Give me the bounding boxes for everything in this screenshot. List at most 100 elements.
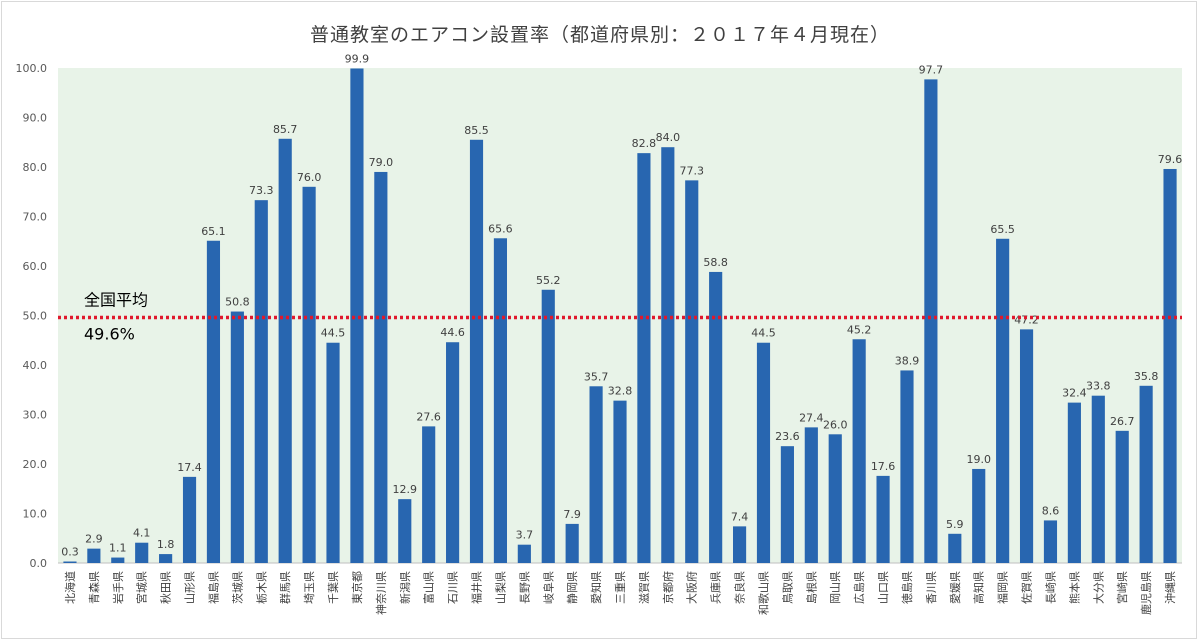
category-label: 鳥取県 <box>780 571 794 604</box>
data-label: 47.2 <box>1014 313 1039 326</box>
data-label: 65.6 <box>488 222 513 235</box>
bar <box>493 238 508 563</box>
bar <box>1115 430 1129 563</box>
y-tick-label: 90.0 <box>23 112 48 125</box>
bar <box>637 153 651 563</box>
category-label: 徳島県 <box>900 571 914 604</box>
data-label: 55.2 <box>536 274 561 287</box>
bar <box>135 542 149 563</box>
bar <box>948 533 962 563</box>
bar <box>1163 168 1177 564</box>
category-label: 岐阜県 <box>542 571 555 604</box>
data-label: 79.0 <box>369 156 394 169</box>
data-label: 0.3 <box>61 546 79 559</box>
bar <box>565 523 579 563</box>
data-label: 97.7 <box>919 63 944 76</box>
bar <box>422 426 436 563</box>
category-label: 岡山県 <box>829 571 842 604</box>
data-label: 38.9 <box>895 354 920 367</box>
bar <box>302 186 316 564</box>
bar <box>732 526 747 563</box>
bar <box>63 561 77 563</box>
y-tick-label: 100.0 <box>16 62 48 75</box>
data-label: 58.8 <box>703 256 728 269</box>
data-label: 27.6 <box>416 410 441 423</box>
bar <box>1043 520 1058 563</box>
bar <box>326 342 340 563</box>
category-label: 滋賀県 <box>638 571 651 604</box>
bar <box>374 171 388 563</box>
bar <box>111 557 125 563</box>
bar <box>230 311 244 563</box>
data-label: 82.8 <box>632 137 657 150</box>
bar <box>1091 395 1105 563</box>
category-label: 福岡県 <box>996 571 1010 604</box>
category-label: 長崎県 <box>1043 571 1057 604</box>
bar <box>828 434 842 563</box>
y-tick-label: 20.0 <box>23 458 48 471</box>
data-label: 44.6 <box>440 326 465 339</box>
category-label: 島根県 <box>804 571 818 604</box>
bar <box>756 342 771 563</box>
category-label: 秋田県 <box>159 571 173 604</box>
data-label: 32.4 <box>1062 387 1087 400</box>
category-label: 兵庫県 <box>709 571 723 604</box>
data-label: 5.9 <box>946 518 964 531</box>
category-label: 青森県 <box>87 571 101 604</box>
data-label: 45.2 <box>847 323 872 336</box>
bar <box>924 79 938 563</box>
category-label: 沖縄県 <box>1163 571 1177 604</box>
y-tick-label: 70.0 <box>23 211 48 224</box>
bar <box>1139 385 1153 563</box>
bar <box>446 342 460 563</box>
category-label: 茨城県 <box>230 571 244 604</box>
bar <box>709 271 723 563</box>
data-label: 2.9 <box>85 533 103 546</box>
category-label: 高知県 <box>972 571 986 604</box>
bar <box>87 548 101 563</box>
bar <box>541 289 555 563</box>
data-label: 19.0 <box>966 453 991 466</box>
y-tick-label: 60.0 <box>23 260 48 273</box>
category-label: 佐賀県 <box>1020 571 1034 604</box>
data-label: 44.5 <box>751 327 776 340</box>
y-tick-label: 0.0 <box>30 557 48 570</box>
category-label: 京都府 <box>661 571 675 604</box>
category-label: 愛知県 <box>589 571 603 604</box>
category-label: 宮崎県 <box>1115 571 1129 604</box>
bar <box>804 427 818 563</box>
data-label: 77.3 <box>679 164 704 177</box>
data-label: 35.7 <box>584 370 609 383</box>
data-label: 7.4 <box>731 510 749 523</box>
data-label: 26.7 <box>1110 415 1135 428</box>
category-label: 福島県 <box>206 571 220 604</box>
category-label: 香川県 <box>925 571 938 604</box>
bar <box>517 544 531 563</box>
bar <box>206 240 221 563</box>
data-label: 44.5 <box>321 327 346 340</box>
bar <box>469 139 484 563</box>
bar <box>876 475 890 563</box>
category-label: 石川県 <box>447 571 460 604</box>
category-label: 熊本県 <box>1067 571 1081 604</box>
data-label: 99.9 <box>345 52 370 65</box>
data-label: 1.1 <box>109 542 127 555</box>
bar <box>278 138 292 563</box>
category-label: 奈良県 <box>733 571 747 604</box>
data-label: 84.0 <box>656 131 681 144</box>
data-label: 1.8 <box>157 538 175 551</box>
data-label: 4.1 <box>133 527 151 540</box>
category-label: 北海道 <box>63 571 77 604</box>
y-tick-label: 80.0 <box>23 161 48 174</box>
category-label: 岩手県 <box>111 571 125 604</box>
bar <box>159 554 173 563</box>
chart-title: 普通教室のエアコン設置率（都道府県別：２０１７年４月現在） <box>309 24 890 46</box>
category-label: 東京都 <box>350 571 364 604</box>
y-tick-label: 40.0 <box>23 359 48 372</box>
category-label: 埼玉県 <box>302 571 316 604</box>
category-label: 宮城県 <box>135 571 149 604</box>
data-label: 33.8 <box>1086 380 1111 393</box>
bar <box>685 180 699 564</box>
bar <box>182 476 197 563</box>
